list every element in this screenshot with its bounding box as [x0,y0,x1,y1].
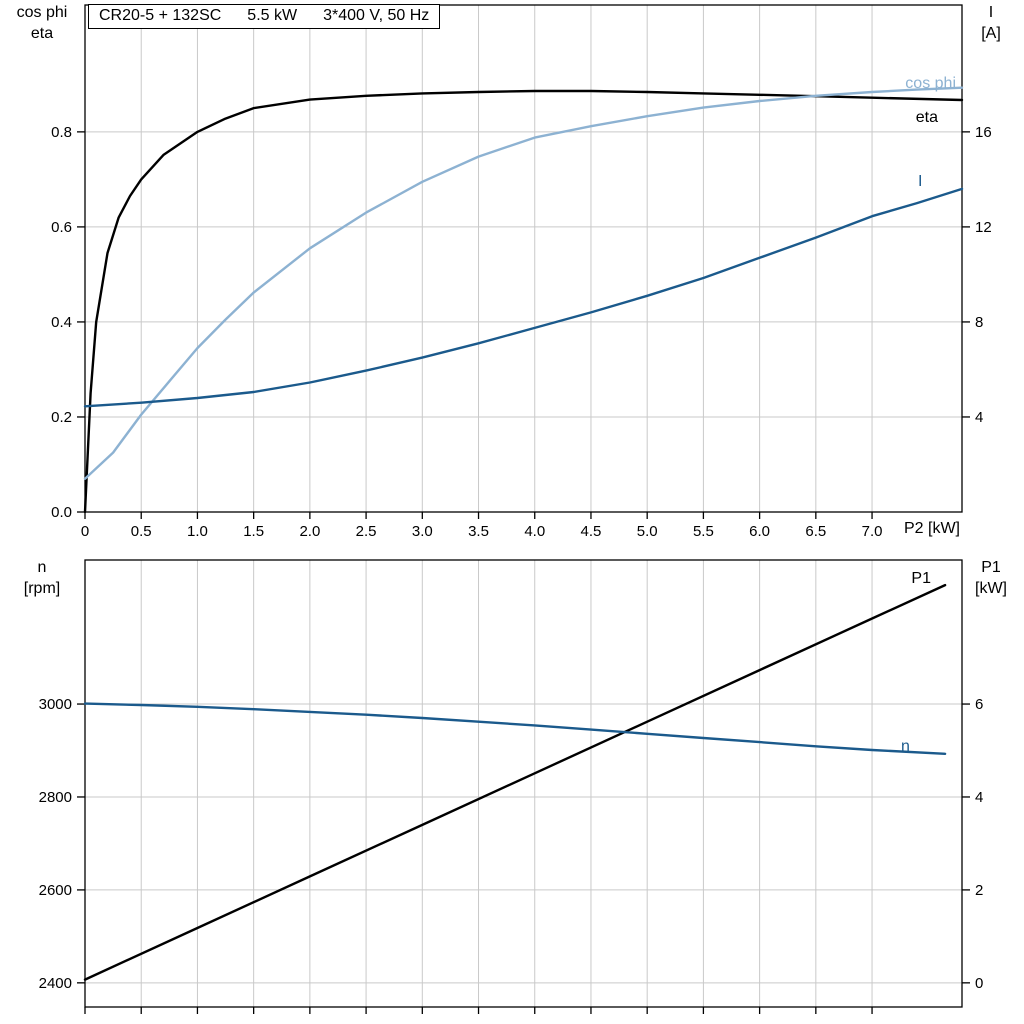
y-left-tick-label: 0.2 [51,409,72,426]
y-right-tick-label: 16 [975,124,992,141]
curve-label-cos-phi: cos phi [905,75,956,92]
plot-border [84,559,963,1008]
x-tick-label: 1.5 [243,523,264,540]
x-tick-label: 6.0 [749,523,770,540]
y-left-tick-label: 0.6 [51,219,72,236]
x-tick-label: 2.5 [356,523,377,540]
x-tick-label: 5.5 [693,523,714,540]
y-right-tick-label: 8 [975,314,983,331]
voltage-frequency-label: 3*400 V, 50 Hz [323,7,430,24]
curve-label-n: n [901,738,910,755]
curve-label-eta: eta [916,109,938,126]
curve-n [83,702,947,755]
curve-label-p1: P1 [911,570,931,587]
y-left-tick-label: 2400 [39,975,72,992]
y-left-tick-label: 0.4 [51,314,72,331]
bottom-right-axis-title: P1 [kW] [961,557,1021,599]
y-right-tick-label: 4 [975,789,983,806]
x-tick-label: 4.5 [581,523,602,540]
x-tick-label: 3.5 [468,523,489,540]
speed-axis-unit: [rpm] [23,580,61,597]
chart-title-box: CR20-5 + 132SC 5.5 kW 3*400 V, 50 Hz [88,4,441,29]
plot-border [84,4,963,513]
eta-axis-title: eta [30,25,54,42]
cos-phi-axis-title: cos phi [16,4,68,21]
x-tick-label: 4.0 [524,523,545,540]
x-tick-label: 1.0 [187,523,208,540]
bottom-left-axis-title: n [rpm] [6,557,78,599]
y-left-tick-label: 2800 [39,789,72,806]
y-right-tick-label: 4 [975,409,983,426]
x-tick-label: 5.0 [637,523,658,540]
current-axis-unit: [A] [981,25,1001,42]
top-right-axis-title: I [A] [964,2,1018,44]
x-tick-label: 7.0 [862,523,883,540]
curve-p1 [83,583,947,981]
y-left-tick-label: 3000 [39,696,72,713]
y-right-tick-label: 12 [975,219,992,236]
y-right-tick-label: 2 [975,882,983,899]
pump-model-label: CR20-5 + 132SC [99,7,222,24]
p1-axis-unit: [kW] [975,580,1007,597]
x-tick-label: 0 [81,523,89,540]
p1-axis-title: P1 [981,559,1001,576]
y-left-tick-label: 2600 [39,882,72,899]
y-left-tick-label: 0.8 [51,124,72,141]
curve-current [83,187,964,408]
y-right-tick-label: 0 [975,975,983,992]
y-right-tick-label: 6 [975,696,983,713]
power-rating-label: 5.5 kW [247,7,298,24]
curve-cos-phi [83,86,964,480]
current-axis-title: I [988,4,994,21]
x-axis-title: P2 [kW] [903,520,960,537]
x-tick-label: 3.0 [412,523,433,540]
top-left-axis-title: cos phi eta [6,2,78,44]
curve-label-current: I [918,173,922,190]
curve-eta [83,89,964,514]
x-tick-label: 2.0 [299,523,320,540]
y-left-tick-label: 0.0 [51,504,72,521]
x-tick-label: 6.5 [805,523,826,540]
x-tick-label: 0.5 [131,523,152,540]
speed-axis-title: n [37,559,47,576]
